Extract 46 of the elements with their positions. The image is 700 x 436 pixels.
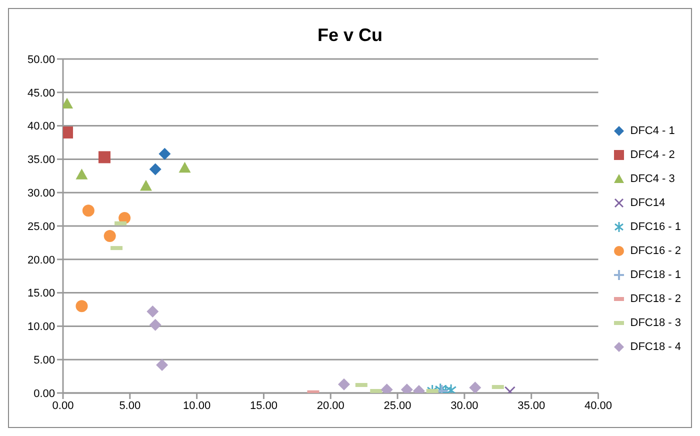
legend-label: DFC4 - 3 xyxy=(630,173,675,185)
y-tick-label: 50.00 xyxy=(27,54,55,66)
legend-label: DFC18 - 1 xyxy=(630,269,681,281)
point xyxy=(469,382,482,393)
legend-label: DFC4 - 1 xyxy=(630,125,675,137)
y-tick-label: 15.00 xyxy=(27,288,55,300)
point xyxy=(156,358,168,371)
y-tick-label: 30.00 xyxy=(27,188,55,200)
legend-label: DFC16 - 2 xyxy=(630,245,681,257)
legend-label: DFC14 xyxy=(630,197,666,209)
point xyxy=(104,230,116,242)
point xyxy=(149,318,162,331)
point xyxy=(98,151,110,164)
y-tick-label: 5.00 xyxy=(34,354,55,367)
point xyxy=(146,306,159,318)
point xyxy=(76,168,88,180)
legend-label: DFC16 - 1 xyxy=(630,221,681,233)
x-tick-label: 25.00 xyxy=(384,400,412,412)
x-tick-label: 5.00 xyxy=(119,400,141,412)
y-tick-label: 0.00 xyxy=(34,388,55,400)
point xyxy=(178,162,191,173)
x-tick-label: 15.00 xyxy=(250,400,278,412)
point xyxy=(63,126,74,138)
x-tick-label: 40.00 xyxy=(584,400,612,412)
point xyxy=(76,300,88,312)
point xyxy=(149,163,162,176)
legend-label: DFC18 - 4 xyxy=(630,341,681,353)
y-tick-label: 40.00 xyxy=(27,120,55,133)
y-tick-label: 10.00 xyxy=(27,321,55,334)
y-tick-label: 20.00 xyxy=(27,254,55,266)
point xyxy=(338,378,350,390)
point xyxy=(140,180,152,191)
x-tick-label: 30.00 xyxy=(450,400,478,412)
x-tick-label: 10.00 xyxy=(183,400,211,412)
y-tick-label: 25.00 xyxy=(27,220,55,233)
y-tick-label: 45.00 xyxy=(27,87,55,100)
point xyxy=(158,148,171,160)
y-tick-label: 35.00 xyxy=(27,154,55,166)
point xyxy=(82,204,94,217)
legend-label: DFC18 - 3 xyxy=(630,317,681,329)
legend-label: DFC18 - 2 xyxy=(630,293,681,305)
x-tick-label: 0.00 xyxy=(52,400,74,412)
x-tick-label: 20.00 xyxy=(316,400,344,412)
legend-label: DFC4 - 2 xyxy=(630,149,675,161)
chart-title: Fe v Cu xyxy=(316,24,384,47)
x-tick-label: 35.00 xyxy=(518,400,546,412)
